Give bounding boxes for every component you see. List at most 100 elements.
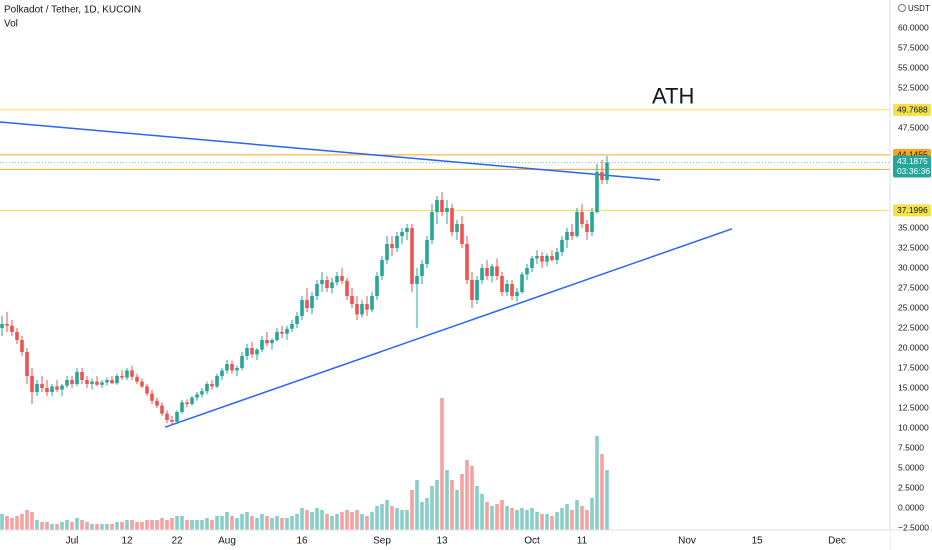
candle-body (215, 376, 219, 387)
candle-body (455, 224, 459, 232)
candle-body (295, 316, 299, 324)
candle-body (310, 296, 314, 308)
volume-bar (350, 512, 354, 530)
candle-body (385, 244, 389, 260)
candle-body (35, 384, 39, 392)
volume-bar (230, 516, 234, 530)
candle-body (330, 282, 334, 288)
volume-bar (365, 516, 369, 530)
candle-body (490, 266, 494, 276)
volume-bar (595, 436, 599, 530)
candle-body (430, 212, 434, 240)
volume-bar (10, 518, 14, 530)
candle-body (325, 280, 329, 288)
volume-bar (565, 504, 569, 530)
volume-bar (375, 506, 379, 530)
candle-body (425, 240, 429, 264)
volume-bar (435, 480, 439, 530)
volume-bar (455, 490, 459, 530)
volume-bar (345, 510, 349, 530)
x-tick-label: 13 (436, 536, 448, 547)
candle-body (350, 296, 354, 304)
y-tick-label: 57.5000 (898, 42, 929, 52)
candle-body (585, 224, 589, 232)
volume-bar (145, 520, 149, 530)
volume-bar (100, 524, 104, 530)
volume-bar (305, 510, 309, 530)
volume-bar (485, 502, 489, 530)
candle-body (555, 252, 559, 260)
y-tick-label: 22.5000 (898, 322, 929, 332)
candle-body (505, 284, 509, 292)
volume-bar (515, 510, 519, 530)
candle-body (460, 224, 464, 244)
candle-body (195, 394, 199, 398)
volume-bar (315, 508, 319, 530)
candle-body (90, 381, 94, 384)
candle-body (445, 208, 449, 212)
x-tick-label: 12 (121, 536, 133, 547)
candle-body (400, 232, 404, 236)
volume-bar (95, 524, 99, 530)
x-tick-label: 15 (751, 536, 763, 547)
candle-body (550, 256, 554, 260)
candle-body (225, 364, 229, 371)
candle-body (250, 348, 254, 355)
volume-bar (420, 502, 424, 530)
candle-body (260, 340, 264, 350)
y-tick-label: 10.0000 (898, 422, 929, 432)
volume-bar (260, 514, 264, 530)
candle-body (370, 296, 374, 310)
volume-bar (200, 520, 204, 530)
candle-body (440, 200, 444, 212)
candle-body (185, 402, 189, 404)
candle-body (335, 276, 339, 283)
candle-body (170, 420, 174, 422)
candle-body (270, 340, 274, 344)
candle-body (390, 244, 394, 248)
volume-bar (130, 520, 134, 530)
candle-body (575, 212, 579, 236)
candle-body (355, 304, 359, 315)
volume-bar (30, 512, 34, 530)
volume-bar (250, 516, 254, 530)
volume-bar (115, 522, 119, 530)
y-tick-label: 52.5000 (898, 82, 929, 92)
candle-body (55, 386, 59, 390)
volume-bar (430, 486, 434, 530)
volume-bar (445, 470, 449, 530)
candle-body (360, 304, 364, 315)
candle-body (155, 400, 159, 406)
x-tick-label: Aug (218, 536, 236, 547)
candle-body (305, 300, 309, 308)
candle-body (20, 340, 24, 352)
y-tick-label: 5.0000 (898, 462, 924, 472)
volume-bar (275, 516, 279, 530)
candle-body (470, 280, 474, 300)
candle-body (480, 268, 484, 280)
candle-body (515, 292, 519, 296)
volume-bar (480, 494, 484, 530)
volume-bar (470, 466, 474, 530)
candle-body (520, 274, 524, 292)
candle-body (15, 332, 19, 340)
volume-bar (5, 516, 9, 530)
candle-body (365, 304, 369, 310)
candle-body (275, 332, 279, 340)
volume-bar (550, 516, 554, 530)
trendline (164, 228, 733, 428)
volume-bar (150, 520, 154, 530)
candle-body (130, 370, 134, 377)
x-tick-label: Jul (66, 536, 79, 547)
y-tick-label: 20.0000 (898, 342, 929, 352)
volume-bar (475, 486, 479, 530)
candle-body (135, 376, 139, 382)
candle-body (150, 393, 154, 401)
volume-bar (80, 520, 84, 530)
volume-bar (55, 524, 59, 530)
candle-body (395, 236, 399, 248)
y-tick-label: 7.5000 (898, 442, 924, 452)
volume-bar (110, 524, 114, 530)
volume-bar (410, 490, 414, 530)
candle-body (230, 364, 234, 371)
